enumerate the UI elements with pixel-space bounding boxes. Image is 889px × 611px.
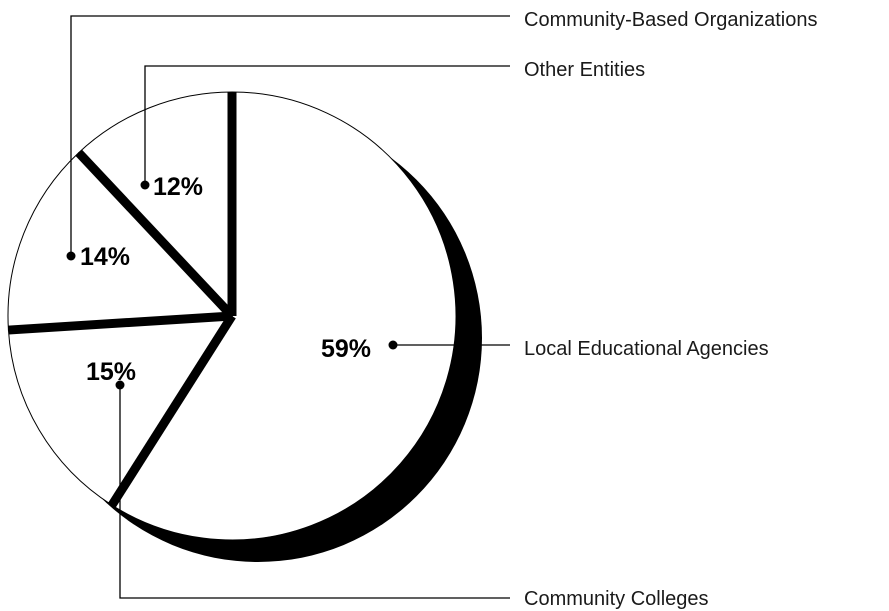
- pie-slice-community-based-organizations: [7, 152, 234, 331]
- callout-community-colleges-line: [119, 385, 510, 599]
- slice-divider: [75, 149, 236, 320]
- callout-other-entities-dot: [140, 180, 150, 190]
- slice-divider: [8, 311, 233, 335]
- legend-label-community-based-organizations: Community-Based Organizations: [524, 9, 817, 31]
- callout-community-based-organizations-line: [70, 15, 510, 256]
- legend-label-community-colleges: Community Colleges: [524, 588, 709, 610]
- callout-local-educational-agencies-dot: [388, 340, 398, 350]
- callout-lines: [66, 15, 510, 599]
- slice-label-community-based-organizations: 14%: [80, 243, 130, 271]
- legend-label-other-entities: Other Entities: [524, 59, 645, 81]
- callout-community-based-organizations-dot: [66, 251, 76, 261]
- legend-label-local-educational-agencies: Local Educational Agencies: [524, 338, 769, 360]
- slice-dividers: [8, 92, 237, 508]
- callout-other-entities-line: [144, 65, 510, 185]
- slice-label-local-educational-agencies: 59%: [321, 335, 371, 363]
- callout-community-colleges-dot: [115, 380, 125, 390]
- pie-slice-other-entities: [77, 91, 233, 318]
- slice-label-other-entities: 12%: [153, 173, 203, 201]
- slice-divider: [108, 313, 236, 508]
- slice-label-community-colleges: 15%: [86, 358, 136, 386]
- pie-slice-local-educational-agencies: [111, 91, 457, 541]
